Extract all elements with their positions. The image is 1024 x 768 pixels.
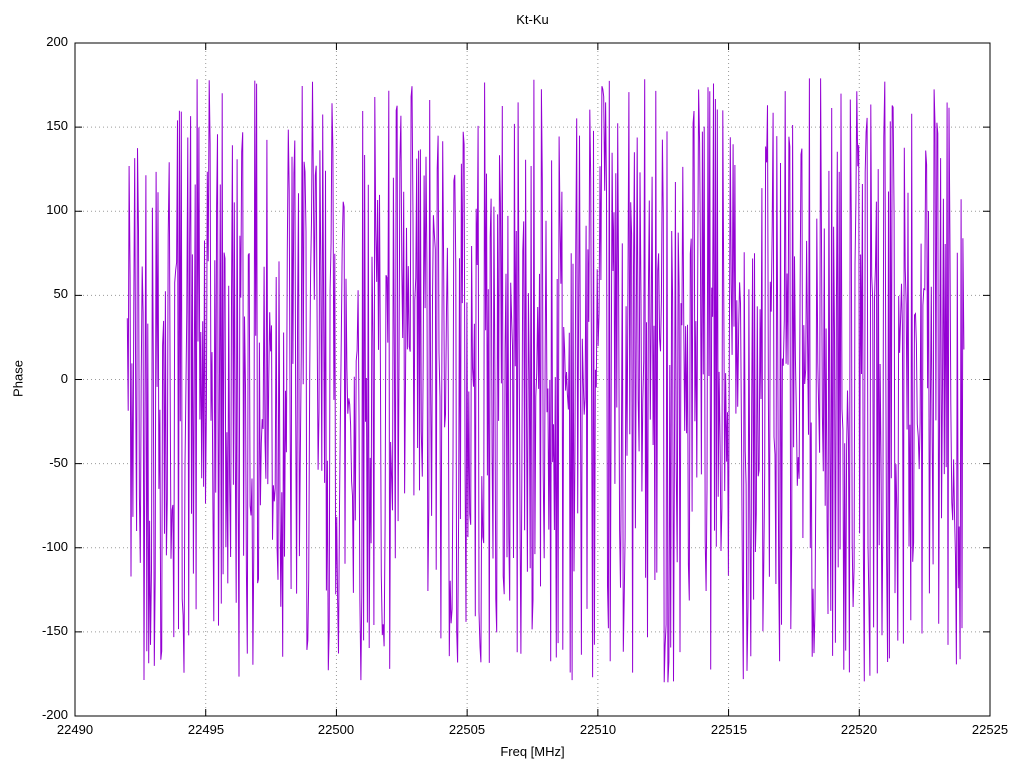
y-tick-label: 200 [46,34,68,49]
chart-title: Kt-Ku [516,12,549,27]
y-tick-label: -100 [41,539,68,554]
x-axis-label: Freq [MHz] [500,744,565,759]
y-tick-label: 50 [53,286,68,301]
x-tick-label: 22525 [971,722,1009,737]
x-tick-label: 22510 [579,722,617,737]
y-tick-label: 100 [46,202,68,217]
x-tick-label: 22490 [56,722,94,737]
y-tick-label: 150 [46,118,68,133]
x-tick-label: 22505 [448,722,486,737]
x-tick-label: 22515 [710,722,748,737]
x-tick-label: 22495 [187,722,225,737]
y-tick-label: -150 [41,623,68,638]
y-tick-label: -200 [41,707,68,722]
y-tick-label: -50 [49,455,68,470]
x-tick-label: 22520 [840,722,878,737]
y-tick-label: 0 [60,371,68,386]
x-tick-label: 22500 [317,722,355,737]
